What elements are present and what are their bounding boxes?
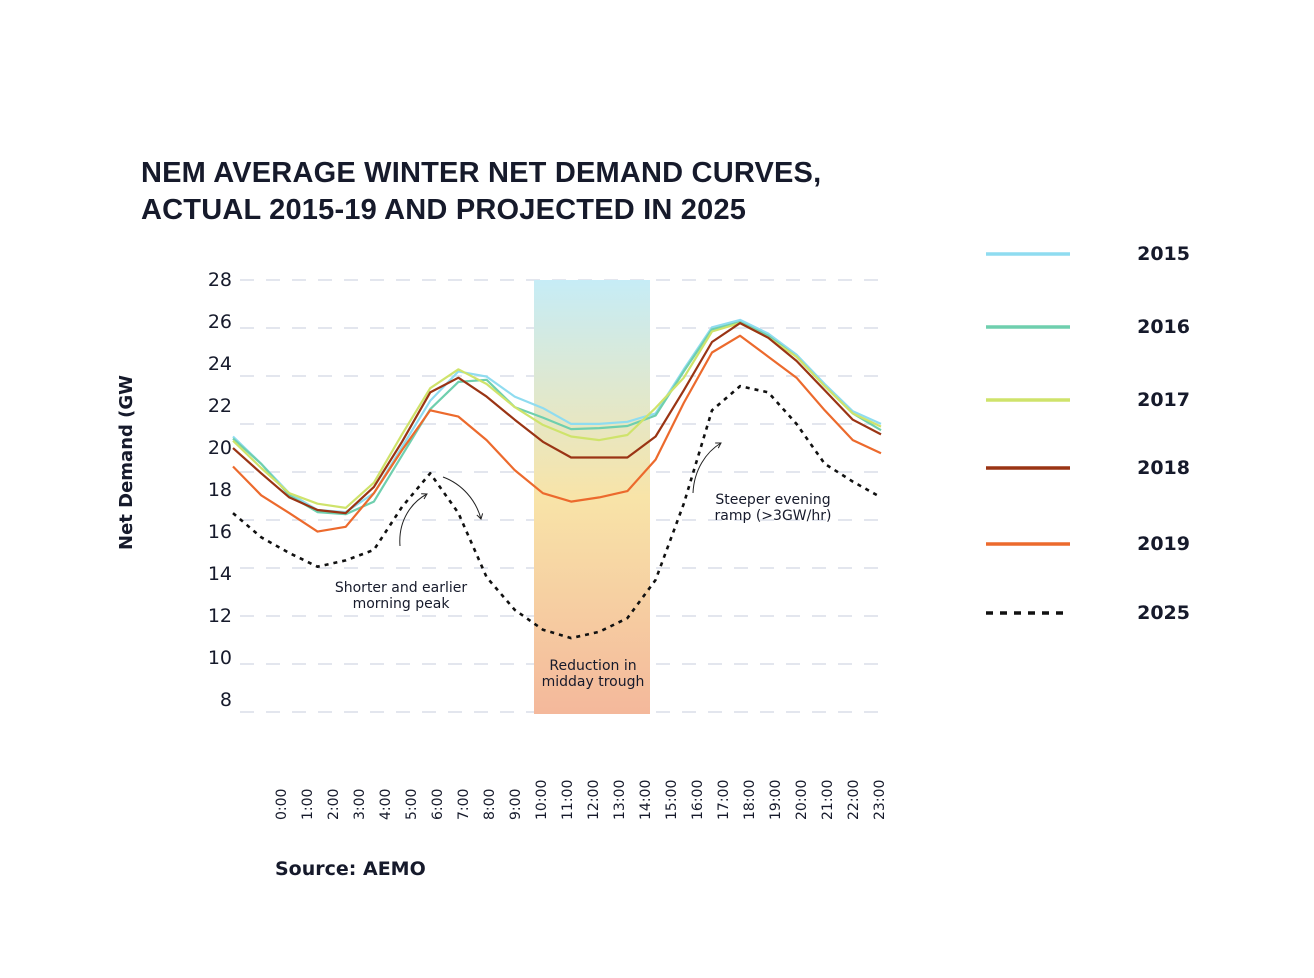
legend-label-2015: 2015 bbox=[1137, 243, 1190, 265]
y-tick-label: 20 bbox=[208, 437, 232, 459]
source-note: Source: AEMO bbox=[275, 858, 426, 880]
x-axis-ticks: 0:00 1:00 2:00 3:00 4:00 5:00 6:00 7:00 8:00 9:00… bbox=[274, 780, 888, 820]
y-tick-label: 16 bbox=[208, 521, 232, 543]
legend-label-2016: 2016 bbox=[1137, 316, 1190, 338]
legend-label-2017: 2017 bbox=[1137, 389, 1190, 411]
x-tick-label: 1:00 bbox=[300, 789, 316, 820]
annotation-evening-line-2: ramp (>3GW/hr) bbox=[715, 508, 832, 524]
legend: 2015 2016 2017 2018 2019 2025 bbox=[986, 243, 1190, 624]
midday-highlight-band bbox=[534, 280, 650, 714]
legend-label-2025: 2025 bbox=[1137, 602, 1190, 624]
x-tick-label: 5:00 bbox=[404, 789, 420, 820]
series-line-2016 bbox=[232, 321, 882, 516]
y-tick-label: 10 bbox=[208, 647, 232, 669]
series-line-2018 bbox=[232, 322, 882, 515]
y-tick-label: 14 bbox=[208, 563, 232, 585]
annotation-midday-line-2: midday trough bbox=[542, 674, 645, 690]
x-tick-label: 18:00 bbox=[742, 780, 758, 820]
y-tick-label: 26 bbox=[208, 311, 232, 333]
x-tick-label: 21:00 bbox=[820, 780, 836, 820]
x-tick-label: 6:00 bbox=[430, 789, 446, 820]
legend-label-2019: 2019 bbox=[1137, 533, 1190, 555]
x-tick-label: 2:00 bbox=[326, 789, 342, 820]
x-tick-label: 23:00 bbox=[872, 780, 888, 820]
y-axis-label: Net Demand (GW bbox=[116, 375, 137, 550]
x-tick-label: 17:00 bbox=[716, 780, 732, 820]
y-tick-label: 28 bbox=[208, 269, 232, 291]
x-tick-label: 15:00 bbox=[664, 780, 680, 820]
x-tick-label: 8:00 bbox=[482, 789, 498, 820]
series-line-2025 bbox=[232, 384, 882, 640]
x-tick-label: 10:00 bbox=[534, 780, 550, 820]
x-tick-label: 13:00 bbox=[612, 780, 628, 820]
series-line-2019 bbox=[232, 334, 882, 533]
x-tick-label: 14:00 bbox=[638, 780, 654, 820]
x-tick-label: 0:00 bbox=[274, 789, 290, 820]
x-tick-label: 20:00 bbox=[794, 780, 810, 820]
x-tick-label: 16:00 bbox=[690, 780, 706, 820]
x-tick-label: 4:00 bbox=[378, 789, 394, 820]
morning-drop-arrow bbox=[442, 476, 484, 520]
y-tick-label: 22 bbox=[208, 395, 232, 417]
legend-label-2018: 2018 bbox=[1137, 457, 1190, 479]
morning-peak-arrow bbox=[399, 493, 428, 547]
evening-ramp-arrow bbox=[692, 442, 722, 494]
x-tick-label: 22:00 bbox=[846, 780, 862, 820]
annotation-evening-line-1: Steeper evening bbox=[715, 492, 830, 508]
x-tick-label: 9:00 bbox=[508, 789, 524, 820]
x-tick-label: 7:00 bbox=[456, 789, 472, 820]
y-tick-label: 12 bbox=[208, 605, 232, 627]
y-tick-label: 18 bbox=[208, 479, 232, 501]
y-axis-ticks: 28 26 24 22 20 18 16 14 12 10 8 bbox=[208, 269, 232, 711]
x-tick-label: 3:00 bbox=[352, 789, 368, 820]
x-tick-label: 11:00 bbox=[560, 780, 576, 820]
x-tick-label: 12:00 bbox=[586, 780, 602, 820]
annotation-midday-line-1: Reduction in bbox=[549, 658, 636, 674]
annotation-morning-line-2: morning peak bbox=[353, 596, 451, 612]
x-tick-label: 19:00 bbox=[768, 780, 784, 820]
annotation-morning-line-1: Shorter and earlier bbox=[335, 580, 468, 596]
chart-title-line-1: NEM AVERAGE WINTER NET DEMAND CURVES, bbox=[141, 157, 821, 189]
series-lines bbox=[232, 318, 882, 640]
y-tick-label: 8 bbox=[220, 689, 232, 711]
chart-title-line-2: ACTUAL 2015-19 AND PROJECTED IN 2025 bbox=[141, 194, 746, 226]
y-tick-label: 24 bbox=[208, 353, 232, 375]
